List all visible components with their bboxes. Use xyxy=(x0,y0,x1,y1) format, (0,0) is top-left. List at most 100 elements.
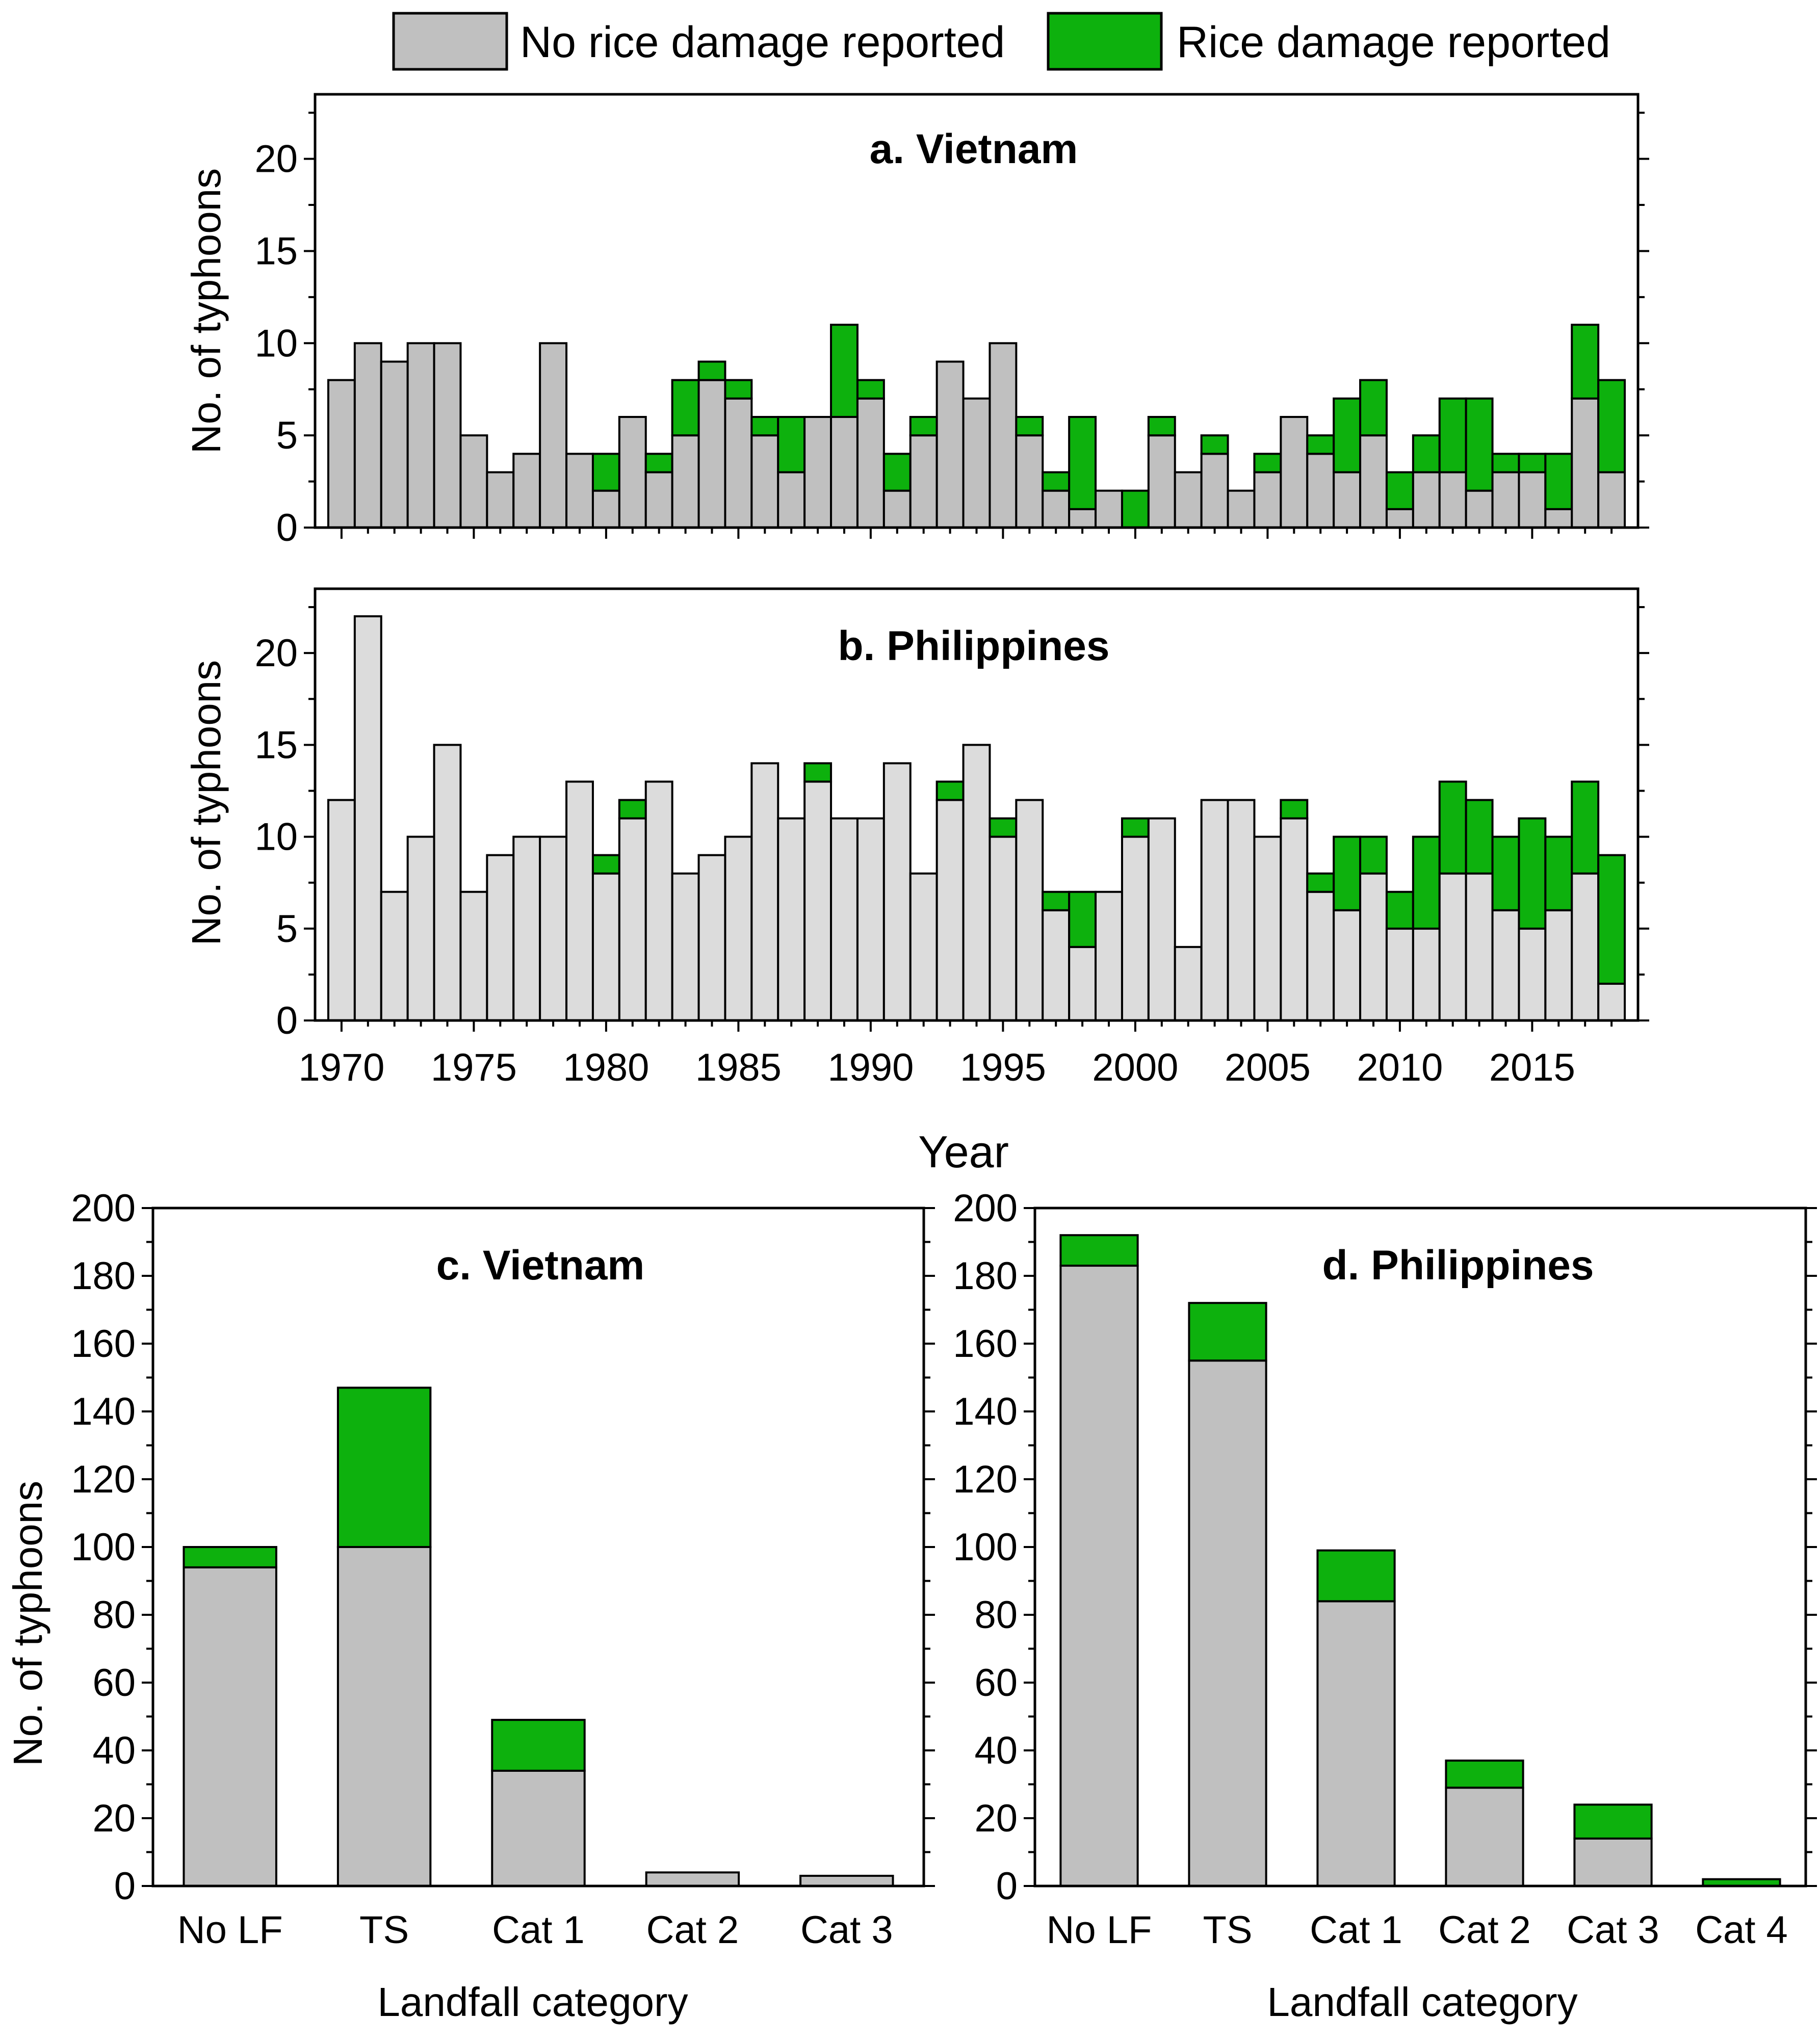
a-bar-2013-no-damage xyxy=(1465,489,1494,529)
c-bar-no-lf-damage xyxy=(183,1546,277,1568)
a-bar-2011-no-damage xyxy=(1412,471,1441,529)
b-bar-2011-no-damage xyxy=(1412,927,1441,1021)
a-y-tick-label: 15 xyxy=(254,229,298,273)
b-bar-2003-no-damage xyxy=(1200,799,1229,1022)
a-bar-2012-damage xyxy=(1438,397,1467,474)
a-bar-1997-no-damage xyxy=(1042,489,1071,529)
b-plot-frame xyxy=(314,587,1640,1022)
c-y-tick-label: 160 xyxy=(71,1322,136,1366)
d-category-label: Cat 1 xyxy=(1310,1908,1402,1952)
a-bar-2001-damage xyxy=(1147,415,1176,437)
b-bar-1979-no-damage xyxy=(565,780,594,1021)
panel-a-vietnam-by-year: a. Vietnam No. of typhoons 0 5 10 15 20 xyxy=(184,93,1649,549)
a-bar-2017-damage xyxy=(1571,324,1600,400)
a-bar-2017-no-damage xyxy=(1571,397,1600,529)
a-bar-1984-damage xyxy=(697,360,726,381)
a-bar-1987-damage xyxy=(777,415,806,474)
b-bar-1975-no-damage xyxy=(459,890,488,1022)
a-bar-1983-damage xyxy=(671,379,700,437)
b-bar-1973-no-damage xyxy=(406,835,435,1021)
a-bar-1992-no-damage xyxy=(909,434,938,529)
d-y-tick-label: 100 xyxy=(953,1526,1018,1569)
a-bar-1975-no-damage xyxy=(459,434,488,529)
b-bar-1974-no-damage xyxy=(433,744,462,1021)
b-bar-2015-no-damage xyxy=(1518,927,1547,1021)
b-bar-2016-damage xyxy=(1544,835,1573,911)
a-bar-1977-no-damage xyxy=(512,453,541,529)
b-bar-1980-no-damage xyxy=(591,872,620,1021)
d-bar-cat-1-no-damage xyxy=(1316,1600,1396,1887)
legend-label-damage: Rice damage reported xyxy=(1177,18,1610,67)
b-bar-1977-no-damage xyxy=(512,835,541,1021)
b-bar-2010-damage xyxy=(1385,890,1414,930)
b-y-tick-label: 10 xyxy=(254,816,298,859)
c-bar-ts-no-damage xyxy=(336,1546,432,1887)
a-bar-1998-damage xyxy=(1068,415,1097,510)
panel-a-title: a. Vietnam xyxy=(870,126,1078,172)
d-category-label: No LF xyxy=(1047,1908,1152,1952)
a-bar-1993-no-damage xyxy=(935,360,965,529)
a-bar-1978-no-damage xyxy=(539,342,568,529)
panel-b-title: b. Philippines xyxy=(838,623,1109,669)
a-bar-2014-no-damage xyxy=(1491,471,1520,529)
a-bar-1986-damage xyxy=(750,415,779,437)
a-bar-2002-no-damage xyxy=(1174,471,1203,529)
b-x-tick-label: 2010 xyxy=(1357,1046,1443,1089)
b-bar-2000-no-damage xyxy=(1121,835,1150,1021)
legend-swatch-damage xyxy=(1047,12,1163,71)
b-x-tick-label: 1995 xyxy=(960,1046,1046,1089)
b-bar-1980-damage xyxy=(591,854,620,875)
b-x-tick-label: 1970 xyxy=(298,1046,384,1089)
b-bar-1995-no-damage xyxy=(989,835,1018,1021)
a-bar-2018-damage xyxy=(1597,379,1626,474)
d-bar-cat-2-damage xyxy=(1445,1759,1524,1789)
c-y-tick-label: 20 xyxy=(92,1797,136,1840)
b-x-tick-label: 1975 xyxy=(431,1046,517,1089)
d-y-tick-label: 0 xyxy=(996,1865,1018,1908)
b-bar-1993-damage xyxy=(935,780,965,801)
b-bar-2018-damage xyxy=(1597,854,1626,985)
a-bar-1983-no-damage xyxy=(671,434,700,529)
b-bar-1978-no-damage xyxy=(539,835,568,1021)
b-bar-1989-no-damage xyxy=(830,817,859,1021)
b-bar-2009-damage xyxy=(1359,835,1388,875)
panel-d-title: d. Philippines xyxy=(1322,1242,1594,1289)
a-bar-2012-no-damage xyxy=(1438,471,1467,529)
b-bar-1985-no-damage xyxy=(724,835,753,1021)
c-y-tick-label: 60 xyxy=(92,1661,136,1705)
b-bar-1988-damage xyxy=(803,762,833,783)
a-bar-2007-no-damage xyxy=(1306,453,1335,529)
a-bar-1973-no-damage xyxy=(406,342,435,529)
a-y-tick-label: 0 xyxy=(276,506,298,549)
panel-b-y-axis-title: No. of typhoons xyxy=(184,660,229,946)
a-bar-1991-no-damage xyxy=(882,489,912,529)
c-y-tick-label: 180 xyxy=(71,1254,136,1298)
b-bar-2000-damage xyxy=(1121,817,1150,838)
b-bar-2008-no-damage xyxy=(1333,909,1362,1021)
b-bar-2006-damage xyxy=(1280,799,1309,820)
a-bar-2003-damage xyxy=(1200,434,1229,455)
a-bar-1970-no-damage xyxy=(327,379,356,529)
b-bar-1981-no-damage xyxy=(618,817,647,1021)
b-bar-2017-no-damage xyxy=(1571,872,1600,1021)
b-bar-1988-no-damage xyxy=(803,780,833,1021)
b-bar-2015-damage xyxy=(1518,817,1547,930)
b-bar-1999-no-damage xyxy=(1095,890,1123,1022)
a-bar-1994-no-damage xyxy=(962,397,991,529)
d-bar-ts-damage xyxy=(1188,1302,1267,1362)
d-bar-cat-3-no-damage xyxy=(1573,1837,1653,1887)
a-bar-2010-damage xyxy=(1385,471,1414,510)
a-y-tick-label: 10 xyxy=(254,322,298,365)
b-bar-2018-no-damage xyxy=(1597,982,1626,1022)
a-bar-2008-no-damage xyxy=(1333,471,1362,529)
b-bar-1996-no-damage xyxy=(1015,799,1044,1022)
a-bar-1982-damage xyxy=(644,453,673,474)
a-bar-2006-no-damage xyxy=(1280,415,1309,529)
a-bar-1976-no-damage xyxy=(486,471,515,529)
d-category-label: Cat 3 xyxy=(1567,1908,1659,1952)
legend: No rice damage reported Rice damage repo… xyxy=(392,12,1610,71)
a-bar-1989-no-damage xyxy=(830,415,859,529)
d-y-tick-label: 160 xyxy=(953,1322,1018,1366)
b-bar-2014-damage xyxy=(1491,835,1520,911)
b-bar-1971-no-damage xyxy=(353,615,382,1021)
